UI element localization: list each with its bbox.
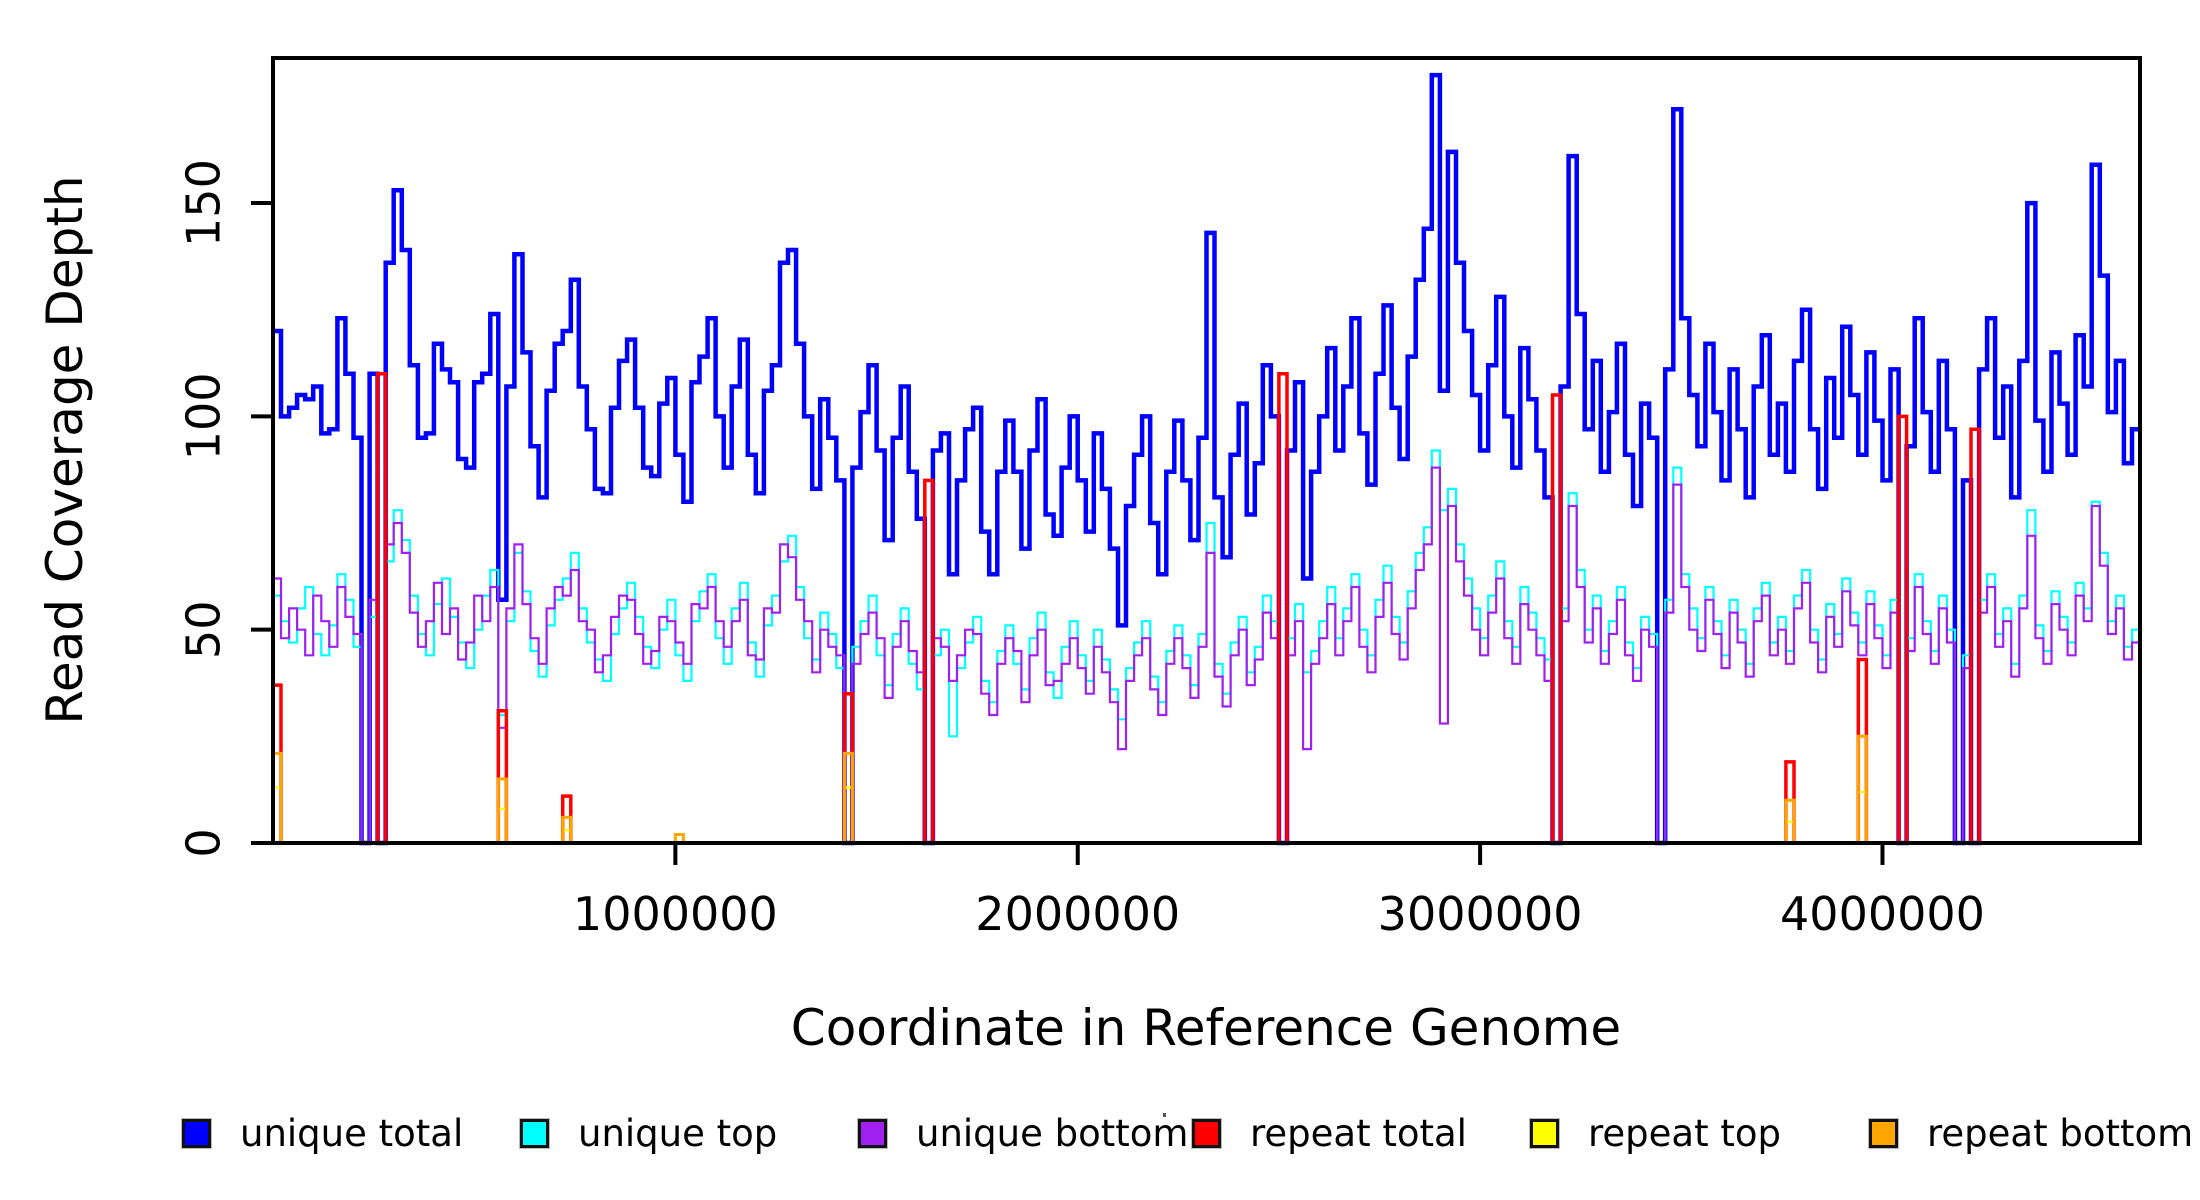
x-tick-label: 1000000	[573, 887, 778, 941]
x-tick-label: 2000000	[975, 887, 1180, 941]
y-tick-label: 0	[177, 828, 231, 857]
y-tick-label: 100	[177, 372, 231, 460]
series-lines	[273, 72, 2140, 846]
axis-ticks: 1000000 2000000 3000000 4000000 0 50 100 150	[177, 159, 1985, 941]
line-unique-bottom	[273, 466, 2140, 845]
y-tick-label: 150	[177, 159, 231, 247]
y-axis-title: Read Coverage Depth	[36, 175, 94, 724]
plot-border	[271, 56, 2142, 845]
y-tick-label: 50	[177, 600, 231, 659]
x-axis-title: Coordinate in Reference Genome	[791, 999, 1621, 1057]
line-unique-total	[273, 72, 2140, 846]
x-tick-label: 4000000	[1780, 887, 1985, 941]
x-tick-label: 3000000	[1378, 887, 1583, 941]
